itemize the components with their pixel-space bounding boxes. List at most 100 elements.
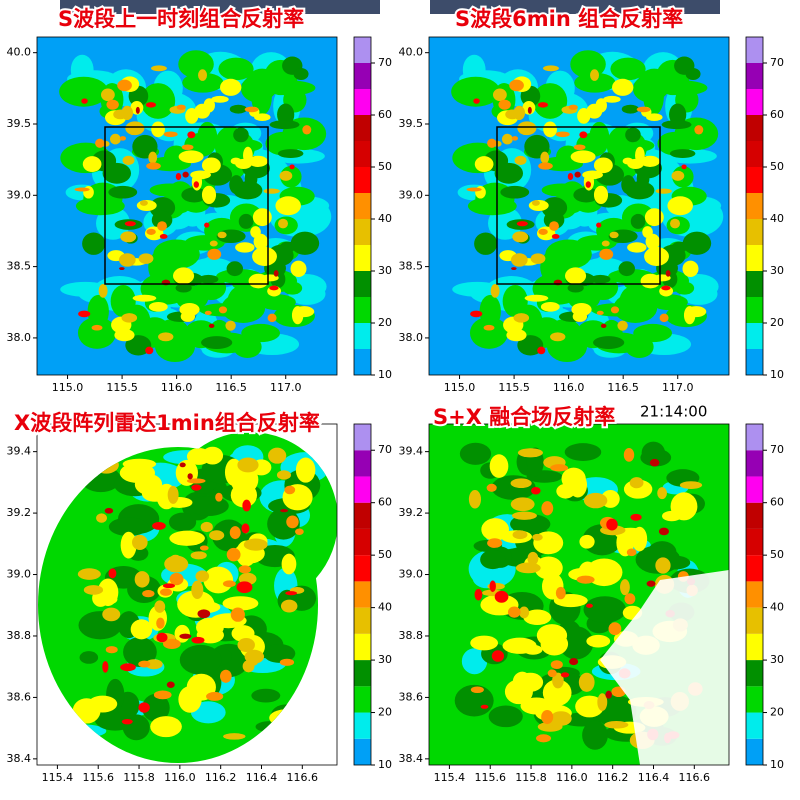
echo (646, 580, 656, 587)
echo (167, 485, 179, 504)
echo (163, 131, 178, 138)
echo (620, 579, 630, 596)
panel-title: S+X 融合场反射率 (433, 405, 615, 429)
echo (134, 571, 150, 588)
echo (605, 690, 612, 699)
echo (246, 656, 259, 666)
echo (119, 253, 136, 267)
echo (470, 635, 499, 651)
echo (667, 196, 693, 216)
colorbar-swatch (746, 323, 763, 349)
echo (515, 562, 541, 574)
x-tick-label: 115.6 (82, 771, 114, 784)
echo (225, 320, 236, 331)
y-tick-label: 38.4 (399, 752, 424, 765)
echo (531, 200, 540, 206)
colorbar-label: 40 (378, 212, 392, 225)
echo (169, 572, 184, 586)
echo (122, 155, 135, 166)
colorbar-swatch (354, 297, 371, 323)
echo (180, 311, 196, 322)
echo (576, 575, 595, 584)
echo (603, 95, 621, 103)
echo (623, 447, 635, 462)
colorbar-label: 60 (378, 496, 392, 509)
echo (490, 283, 500, 298)
echo (527, 551, 539, 566)
x-tick-label: 116.2 (205, 771, 237, 784)
x-tick-label: 117.0 (662, 381, 694, 394)
echo (579, 534, 595, 549)
echo (679, 481, 703, 489)
echo (229, 104, 247, 114)
echo (201, 157, 221, 174)
echo (502, 285, 528, 318)
colorbar-swatch (354, 476, 371, 503)
echo (175, 172, 182, 181)
colorbar-swatch (354, 660, 371, 687)
echo (558, 626, 594, 660)
echo (489, 454, 509, 478)
echo (505, 109, 520, 120)
echo (186, 448, 211, 465)
echo (114, 328, 135, 342)
echo (252, 208, 272, 227)
echo (130, 619, 153, 640)
echo (263, 644, 296, 663)
echo (91, 324, 103, 331)
echo (670, 492, 698, 521)
echo (685, 68, 701, 81)
echo (81, 98, 88, 104)
echo (97, 578, 119, 607)
echo (489, 580, 496, 592)
header-bar (430, 0, 720, 14)
echo (474, 588, 483, 601)
echo (162, 583, 176, 589)
colorbar-swatch (354, 63, 371, 89)
colorbar-swatch (354, 450, 371, 477)
echo (518, 606, 530, 619)
echo (119, 267, 125, 270)
echo (168, 512, 197, 532)
echo (207, 248, 222, 260)
echo (208, 323, 215, 328)
echo (583, 492, 608, 509)
colorbar-label: 70 (770, 56, 784, 69)
echo (536, 734, 552, 743)
echo (59, 76, 109, 107)
x-tick-label: 116.0 (161, 381, 193, 394)
echo (542, 679, 572, 707)
colorbar-swatch (354, 219, 371, 245)
echo (279, 658, 295, 666)
echo (252, 246, 277, 266)
echo (281, 553, 297, 575)
echo (142, 693, 170, 722)
echo (617, 320, 628, 331)
echo (655, 188, 672, 194)
echo (280, 599, 298, 613)
echo (606, 518, 618, 531)
echo (159, 588, 172, 596)
echo (151, 210, 173, 230)
echo (201, 336, 233, 349)
echo (551, 234, 560, 239)
echo (233, 127, 249, 143)
echo (474, 156, 494, 173)
echo (163, 638, 181, 650)
echo (549, 221, 559, 231)
echo (148, 151, 158, 164)
echo (593, 185, 609, 205)
echo (649, 458, 660, 467)
echo (98, 283, 108, 298)
echo (138, 253, 154, 264)
echo (145, 346, 154, 355)
echo (640, 155, 660, 167)
echo (140, 83, 176, 119)
echo (694, 125, 704, 135)
echo (681, 164, 687, 170)
echo (290, 231, 320, 255)
echo (575, 695, 604, 718)
echo (644, 246, 669, 266)
y-tick-label: 38.6 (7, 690, 32, 703)
echo (119, 136, 127, 141)
